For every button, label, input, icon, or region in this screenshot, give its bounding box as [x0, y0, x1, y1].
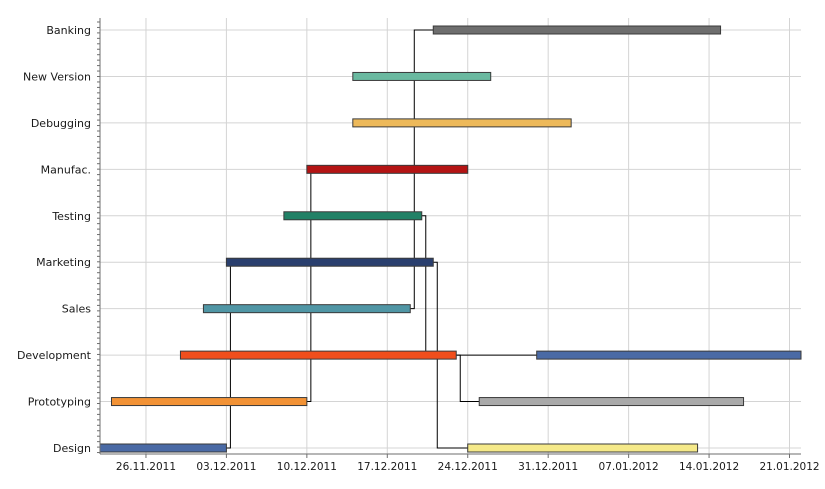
- task-bar-development[interactable]: [179, 350, 457, 360]
- dependency-connector: [456, 354, 480, 403]
- task-bar-prototyping[interactable]: [478, 397, 745, 407]
- task-bar-manufac[interactable]: [306, 164, 469, 174]
- x-tick-label: 24.12.2011: [438, 461, 498, 473]
- task-bars: [99, 25, 802, 453]
- category-label-prototyping: Prototyping: [28, 396, 91, 409]
- task-bar-marketing[interactable]: [225, 257, 434, 267]
- category-label-testing: Testing: [51, 210, 91, 223]
- task-bar-sales[interactable]: [202, 304, 411, 314]
- task-bar-design[interactable]: [99, 443, 227, 453]
- x-tick-label: 26.11.2011: [116, 461, 176, 473]
- x-tick-label: 03.12.2011: [196, 461, 256, 473]
- task-bar-banking[interactable]: [432, 25, 722, 35]
- category-label-sales: Sales: [62, 303, 92, 316]
- dependency-connector: [306, 168, 312, 403]
- axes: [99, 18, 801, 455]
- category-label-design: Design: [53, 442, 91, 455]
- category-label-manufac: Manufac.: [41, 163, 91, 176]
- x-tick-label: 10.12.2011: [277, 461, 337, 473]
- task-bar-debugging[interactable]: [352, 118, 572, 128]
- category-label-marketing: Marketing: [36, 256, 91, 269]
- x-tick-label: 07.01.2012: [599, 461, 659, 473]
- category-label-debugging: Debugging: [31, 117, 91, 130]
- x-tick-label: 31.12.2011: [518, 461, 578, 473]
- task-bar-development[interactable]: [536, 350, 802, 360]
- category-label-development: Development: [17, 349, 92, 362]
- task-bar-prototyping[interactable]: [110, 397, 308, 407]
- x-tick-label: 17.12.2011: [357, 461, 417, 473]
- dependency-connector: [421, 215, 537, 356]
- grid: [97, 18, 801, 458]
- task-bar-new-version[interactable]: [352, 71, 492, 81]
- category-labels: Design Prototyping Development Sales Marketi…: [17, 24, 92, 455]
- task-bar-design[interactable]: [467, 443, 699, 453]
- x-tick-label: 14.01.2012: [679, 461, 739, 473]
- x-tick-labels: 26.11.2011 03.12.2011 10.12.2011 17.12.2011…: [116, 461, 820, 473]
- category-label-new-version: New Version: [23, 70, 91, 83]
- dependency-lines: [226, 29, 537, 449]
- x-tick-label: 21.01.2012: [759, 461, 819, 473]
- task-bar-testing[interactable]: [283, 211, 423, 221]
- category-label-banking: Banking: [46, 24, 91, 37]
